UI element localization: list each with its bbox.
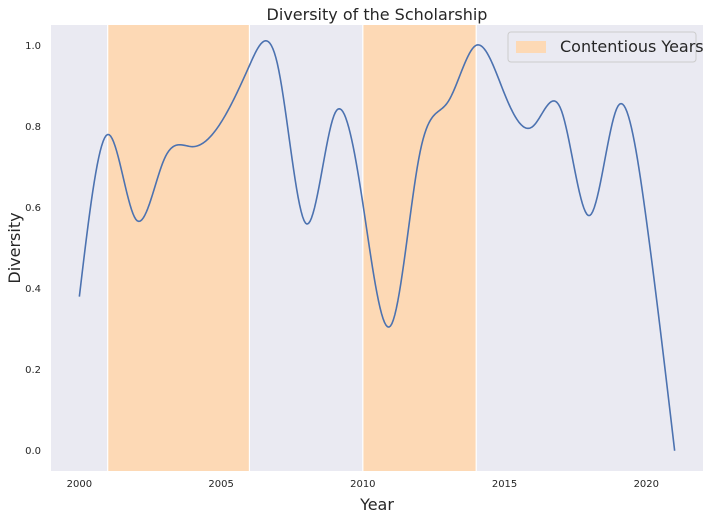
legend: Contentious Years <box>507 31 704 63</box>
span-band-0 <box>107 25 250 471</box>
y-axis-label: Diversity <box>5 212 24 283</box>
spans-layer <box>107 25 477 471</box>
y-tick-label: 1.0 <box>25 41 41 52</box>
legend-label: Contentious Years <box>560 37 704 56</box>
y-tick-label: 0.6 <box>25 203 41 214</box>
series-line-0 <box>78 39 676 451</box>
y-tick-label: 0.4 <box>25 284 41 295</box>
y-tick-label: 0.8 <box>25 122 41 133</box>
x-tick-labels: 2000 2005 2010 2015 2020 <box>67 479 659 490</box>
y-tick-label: 0.2 <box>25 365 41 376</box>
legend-box <box>507 31 697 63</box>
y-tick-label: 0.0 <box>25 446 41 457</box>
y-tick-labels: 0.0 0.2 0.4 0.6 0.8 1.0 <box>25 41 41 457</box>
span-band-1 <box>362 25 477 471</box>
chart-title: Diversity of the Scholarship <box>267 5 488 24</box>
x-tick-label: 2015 <box>492 479 517 490</box>
x-tick-label: 2000 <box>67 479 92 490</box>
legend-swatch <box>516 41 546 53</box>
x-tick-label: 2010 <box>350 479 375 490</box>
x-tick-label: 2020 <box>634 479 659 490</box>
x-tick-label: 2005 <box>208 479 233 490</box>
x-axis-label: Year <box>359 495 394 514</box>
series-layer <box>78 39 676 451</box>
